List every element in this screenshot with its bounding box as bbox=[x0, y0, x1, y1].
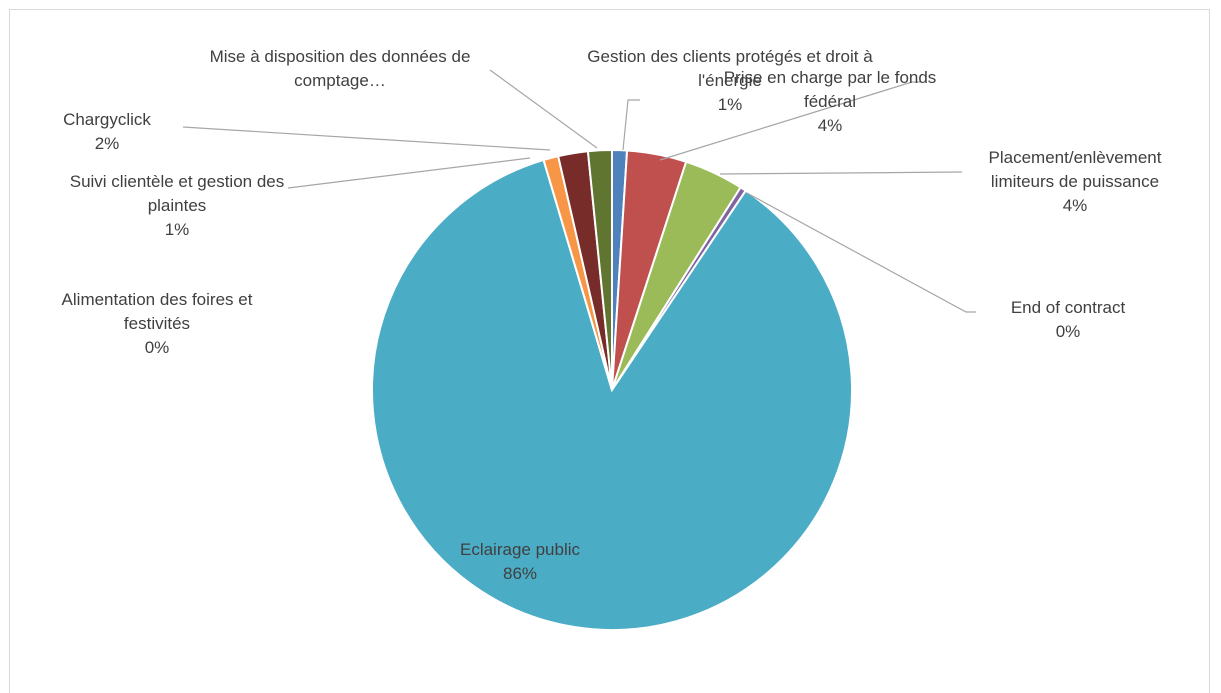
leader-line bbox=[719, 171, 963, 175]
value-label: 2% bbox=[94, 134, 120, 153]
category-name: Placement/enlèvement limiteurs de puissa… bbox=[988, 148, 1162, 191]
category-name: Mise à disposition des données de compta… bbox=[209, 47, 471, 90]
category-name: End of contract bbox=[1010, 298, 1126, 317]
category-name: Suivi clientèle et gestion des plaintes bbox=[69, 172, 285, 215]
leader-line bbox=[746, 192, 976, 313]
value-label: 0% bbox=[1055, 322, 1081, 341]
category-name: Eclairage public bbox=[459, 540, 580, 559]
value-label: 4% bbox=[817, 116, 843, 135]
leader-line bbox=[287, 157, 531, 189]
value-label: 1% bbox=[717, 95, 743, 114]
pie-slice bbox=[586, 148, 613, 391]
data-label: Eclairage public 86% bbox=[420, 538, 620, 586]
value-label: 0% bbox=[144, 338, 170, 357]
data-label: Mise à disposition des données de compta… bbox=[175, 45, 505, 93]
data-label: End of contract 0% bbox=[968, 296, 1168, 344]
leader-line bbox=[182, 126, 551, 151]
value-label: 86% bbox=[502, 564, 538, 583]
category-name: Gestion des clients protégés et droit à … bbox=[587, 47, 873, 90]
value-label: 1% bbox=[164, 220, 190, 239]
data-label: Alimentation des foires et festivités 0% bbox=[42, 288, 272, 360]
leader-line bbox=[622, 99, 640, 151]
data-label: Prise en charge par le fonds fédéral 4% bbox=[720, 66, 940, 138]
data-label: Placement/enlèvement limiteurs de puissa… bbox=[964, 146, 1186, 218]
leader-line bbox=[659, 81, 920, 161]
value-label: 4% bbox=[1062, 196, 1088, 215]
category-name: Prise en charge par le fonds fédéral bbox=[723, 68, 937, 111]
chart-frame bbox=[9, 9, 1210, 693]
data-label: Gestion des clients protégés et droit à … bbox=[565, 45, 895, 117]
data-label: Suivi clientèle et gestion des plaintes 1… bbox=[47, 170, 307, 242]
category-name: Alimentation des foires et festivités bbox=[61, 290, 253, 333]
category-name: Chargyclick bbox=[63, 110, 151, 129]
data-label: Chargyclick 2% bbox=[27, 108, 187, 156]
leader-line bbox=[489, 69, 598, 149]
pie-slice bbox=[371, 158, 853, 631]
